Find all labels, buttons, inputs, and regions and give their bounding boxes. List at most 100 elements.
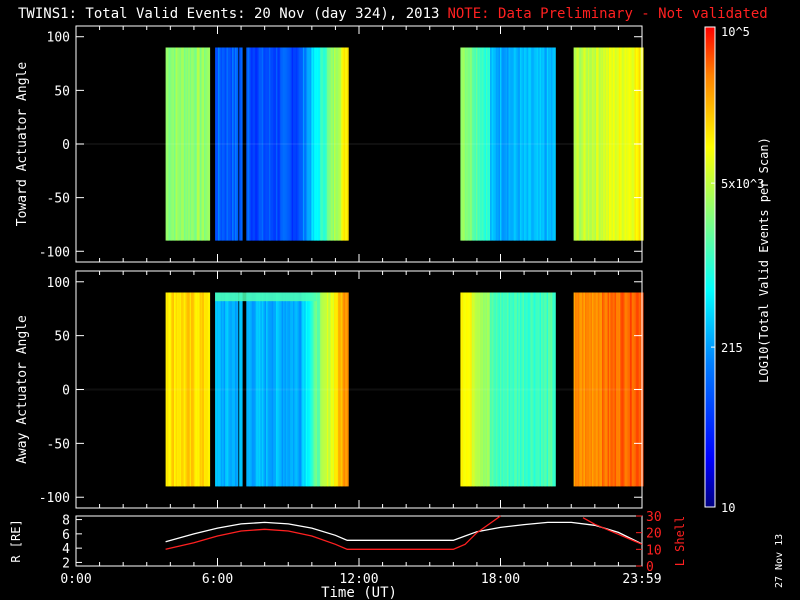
heatmap-column — [621, 47, 624, 241]
heatmap-column — [192, 47, 195, 241]
y-tick-label: 100 — [47, 276, 70, 291]
heatmap-column — [617, 292, 620, 487]
heatmap-column — [249, 47, 252, 241]
heatmap-column — [500, 292, 502, 487]
heatmap-column — [576, 47, 579, 241]
heatmap-column — [227, 47, 230, 241]
heatmap-column — [199, 292, 202, 487]
y-tick-label: -50 — [47, 437, 70, 452]
heatmap-column — [606, 292, 609, 487]
y-tick-label: 0 — [62, 384, 70, 399]
heatmap-column — [266, 292, 269, 487]
heatmap-column — [293, 47, 295, 241]
heatmap-column — [526, 47, 529, 241]
heatmap-column — [172, 292, 175, 487]
heatmap-column — [460, 47, 463, 241]
heatmap-column — [235, 47, 237, 241]
heatmap-column — [192, 292, 195, 487]
heatmap-column — [260, 292, 263, 487]
heatmap-column — [195, 292, 198, 487]
heatmap-column — [314, 47, 317, 241]
heatmap-column — [583, 47, 586, 241]
heatmap-column — [167, 47, 169, 241]
heatmap-column — [277, 47, 280, 241]
heatmap-column — [476, 47, 478, 241]
heatmap-column — [328, 47, 331, 241]
heatmap-column — [509, 292, 512, 487]
heatmap-column — [577, 47, 580, 241]
heatmap-column — [590, 292, 593, 487]
heatmap-column — [590, 47, 593, 241]
heatmap-column — [517, 47, 519, 241]
heatmap-column — [498, 292, 501, 487]
heatmap-column — [216, 47, 219, 241]
heatmap-column — [519, 47, 522, 241]
heatmap-column — [614, 47, 617, 241]
right-y-tick-label: 10 — [646, 543, 662, 558]
heatmap-column — [524, 47, 527, 241]
heatmap-column — [198, 47, 201, 241]
heatmap-block — [215, 47, 349, 241]
heatmap-column — [471, 292, 474, 487]
heatmap-column — [587, 47, 590, 241]
heatmap-column — [478, 292, 481, 487]
heatmap-column — [338, 292, 341, 487]
heatmap-column — [511, 47, 514, 241]
heatmap-column — [549, 47, 552, 241]
heatmap-column — [341, 292, 344, 487]
heatmap-column — [250, 292, 253, 487]
heatmap-band — [215, 292, 317, 302]
heatmap-column — [466, 292, 469, 487]
heatmap-column — [584, 47, 587, 241]
top-heatmap-panel: 100 50 0 -50 -100 Toward Actuator Angle — [15, 25, 644, 263]
heatmap-column — [471, 47, 474, 241]
heatmap-column — [535, 47, 538, 241]
heatmap-column — [318, 47, 321, 241]
y-tick-label: 0 — [62, 138, 70, 153]
y-tick-label: 50 — [54, 330, 70, 345]
heatmap-column — [512, 292, 515, 487]
heatmap-column — [165, 292, 168, 487]
heatmap-column — [256, 47, 259, 241]
heatmap-column — [531, 47, 534, 241]
heatmap-column — [517, 292, 519, 487]
heatmap-column — [493, 47, 495, 241]
heatmap-column — [528, 47, 531, 241]
heatmap-column — [620, 47, 623, 241]
heatmap-column — [261, 47, 264, 241]
heatmap-column — [522, 47, 525, 241]
heatmap-column — [257, 47, 260, 241]
heatmap-column — [339, 292, 342, 487]
heatmap-column — [301, 47, 304, 241]
heatmap-column — [521, 47, 524, 241]
heatmap-column — [463, 47, 466, 241]
heatmap-column — [332, 292, 335, 487]
heatmap-column — [577, 292, 580, 487]
heatmap-column — [497, 292, 500, 487]
heatmap-column — [531, 292, 534, 487]
heatmap-column — [484, 292, 487, 487]
left-y-tick-label: 4 — [62, 542, 70, 557]
heatmap-column — [175, 292, 178, 487]
heatmap-column — [626, 292, 628, 487]
heatmap-column — [261, 292, 264, 487]
heatmap-block — [165, 292, 211, 487]
heatmap-column — [301, 292, 304, 487]
heatmap-column — [521, 292, 524, 487]
heatmap-column — [253, 292, 256, 487]
heatmap-column — [545, 292, 548, 487]
chart-title: TWINS1: Total Valid Events: 20 Nov (day … — [18, 6, 768, 22]
heatmap-column — [264, 47, 267, 241]
heatmap-column — [582, 47, 585, 241]
heatmap-column — [251, 47, 254, 241]
heatmap-column — [514, 47, 517, 241]
heatmap-column — [220, 292, 223, 487]
heatmap-column — [287, 47, 290, 241]
heatmap-column — [324, 292, 327, 487]
heatmap-column — [621, 292, 624, 487]
colorbar-gradient — [704, 26, 716, 508]
heatmap-column — [494, 47, 497, 241]
heatmap-column — [215, 292, 218, 487]
heatmap-column — [175, 47, 178, 241]
